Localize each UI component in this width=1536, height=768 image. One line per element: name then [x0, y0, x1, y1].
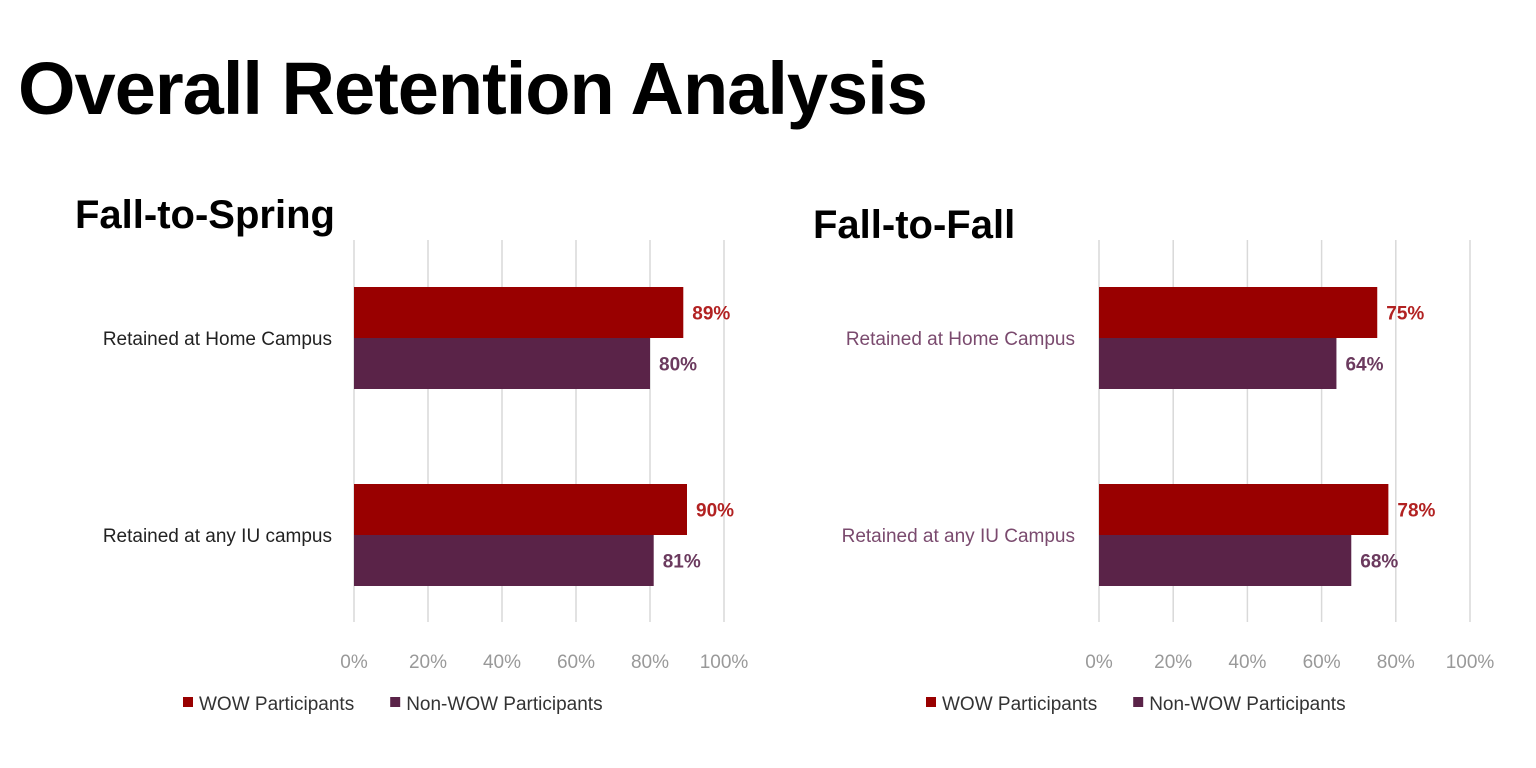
category-label: Retained at any IU Campus — [842, 526, 1075, 547]
data-label: 81% — [663, 552, 701, 573]
page-title: Overall Retention Analysis — [18, 47, 928, 130]
legend-swatch-icon — [183, 697, 193, 707]
legend-swatch-icon — [390, 697, 401, 707]
chart-fall-to-fall: Fall-to-Fall 0% 20% 40% 60% 80% 100% Retained a… — [813, 203, 1494, 715]
data-label: 80% — [659, 355, 697, 376]
legend-swatch-icon — [926, 697, 936, 707]
category-label: Retained at Home Campus — [103, 329, 332, 350]
data-label: 89% — [692, 304, 730, 325]
category-label: Retained at any IU campus — [103, 526, 332, 547]
data-label: 68% — [1360, 552, 1398, 573]
category-label: Retained at Home Campus — [846, 329, 1075, 350]
data-label: 90% — [696, 501, 734, 522]
x-tick-label: 0% — [340, 652, 368, 673]
chart-title: Fall-to-Spring — [75, 193, 335, 237]
bar-wow — [1099, 287, 1378, 338]
bar-wow — [354, 484, 687, 535]
bar-wow — [354, 287, 684, 338]
x-tick-label: 40% — [1228, 652, 1266, 673]
legend-label: WOW Participants — [199, 694, 354, 715]
x-tick-label: 20% — [1154, 652, 1192, 673]
bar-non-wow — [1099, 535, 1352, 586]
legend-label: Non-WOW Participants — [406, 694, 602, 715]
x-tick-label: 100% — [1446, 652, 1495, 673]
bar-wow — [1099, 484, 1389, 535]
bar-non-wow — [354, 535, 654, 586]
data-label: 75% — [1386, 304, 1424, 325]
legend-label: Non-WOW Participants — [1149, 694, 1345, 715]
legend-label: WOW Participants — [942, 694, 1097, 715]
legend-swatch-icon — [1133, 697, 1144, 707]
x-tick-label: 60% — [1303, 652, 1341, 673]
x-tick-label: 20% — [409, 652, 447, 673]
x-tick-label: 80% — [1377, 652, 1415, 673]
x-tick-label: 80% — [631, 652, 669, 673]
bar-non-wow — [1099, 338, 1337, 389]
chart-fall-to-spring: Fall-to-Spring 0% 20% 40% 60% 80% 100% Retained… — [75, 193, 748, 715]
data-label: 64% — [1345, 355, 1383, 376]
bar-non-wow — [354, 338, 650, 389]
chart-title: Fall-to-Fall — [813, 203, 1015, 247]
x-tick-label: 0% — [1085, 652, 1113, 673]
x-tick-label: 100% — [700, 652, 749, 673]
x-tick-label: 40% — [483, 652, 521, 673]
x-tick-label: 60% — [557, 652, 595, 673]
data-label: 78% — [1397, 501, 1435, 522]
